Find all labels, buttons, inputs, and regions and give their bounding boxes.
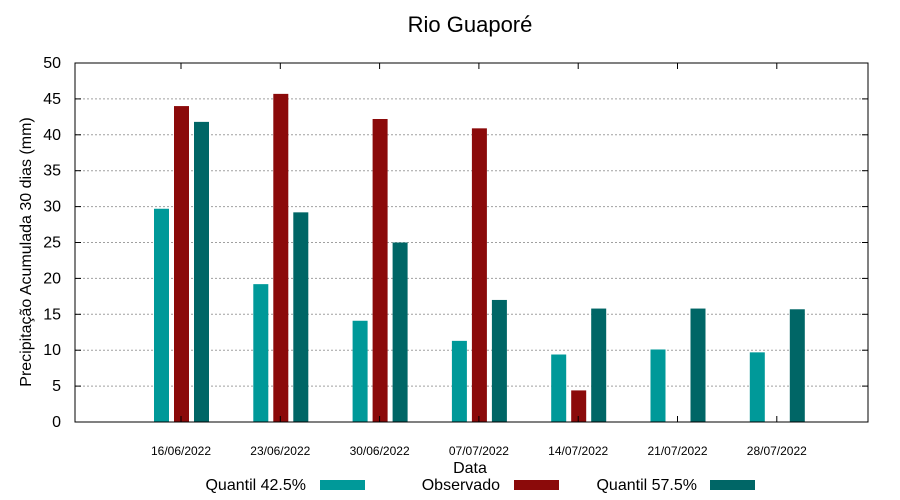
x-tick-label: 16/06/2022 [151, 444, 211, 458]
chart-title: Rio Guaporé [408, 12, 533, 37]
y-tick-label: 30 [43, 199, 61, 216]
legend-swatch [514, 480, 559, 490]
legend-swatch [710, 480, 755, 490]
y-axis: 0 5 10 15 20 25 30 35 40 45 50 [43, 55, 868, 431]
bar [352, 320, 368, 422]
bar [372, 119, 388, 422]
y-axis-label: Precipitação Acumulada 30 dias (mm) [18, 117, 35, 386]
y-tick-label: 0 [52, 414, 61, 431]
bars-layer [154, 93, 805, 423]
bar [749, 352, 765, 422]
bar [491, 299, 507, 422]
y-tick-label: 20 [43, 270, 61, 287]
y-tick-label: 10 [43, 342, 61, 359]
bar [293, 212, 309, 422]
bar [154, 208, 169, 422]
x-tick-label: 30/06/2022 [350, 444, 410, 458]
bar [174, 106, 189, 422]
bar [650, 349, 666, 422]
legend-label: Quantil 57.5% [596, 477, 697, 494]
bar [194, 121, 209, 422]
bar [392, 242, 408, 422]
x-tick-label: 14/07/2022 [548, 444, 608, 458]
legend-label: Observado [422, 477, 500, 494]
legend: Quantil 42.5% Observado Quantil 57.5% [205, 477, 755, 494]
legend-label: Quantil 42.5% [205, 477, 306, 494]
y-tick-label: 15 [43, 306, 61, 323]
bar [273, 93, 289, 423]
x-axis: 16/06/2022 23/06/2022 30/06/2022 07/07/2022… [151, 63, 807, 458]
x-tick-label: 21/07/2022 [647, 444, 707, 458]
bar [451, 340, 467, 422]
x-tick-label: 23/06/2022 [250, 444, 310, 458]
bar [551, 354, 567, 422]
x-tick-label: 07/07/2022 [449, 444, 509, 458]
y-tick-label: 25 [43, 235, 61, 252]
y-tick-label: 50 [43, 55, 61, 72]
bar [690, 308, 706, 422]
legend-swatch [320, 480, 365, 490]
bar [471, 128, 487, 422]
grid-layer [75, 98, 868, 387]
x-axis-label: Data [453, 460, 487, 477]
bar [789, 309, 805, 422]
y-tick-label: 5 [52, 378, 61, 395]
x-tick-label: 28/07/2022 [747, 444, 807, 458]
y-tick-label: 35 [43, 163, 61, 180]
bar [253, 284, 269, 422]
bar [571, 390, 587, 422]
bar [591, 308, 607, 422]
y-tick-label: 40 [43, 127, 61, 144]
y-tick-label: 45 [43, 91, 61, 108]
